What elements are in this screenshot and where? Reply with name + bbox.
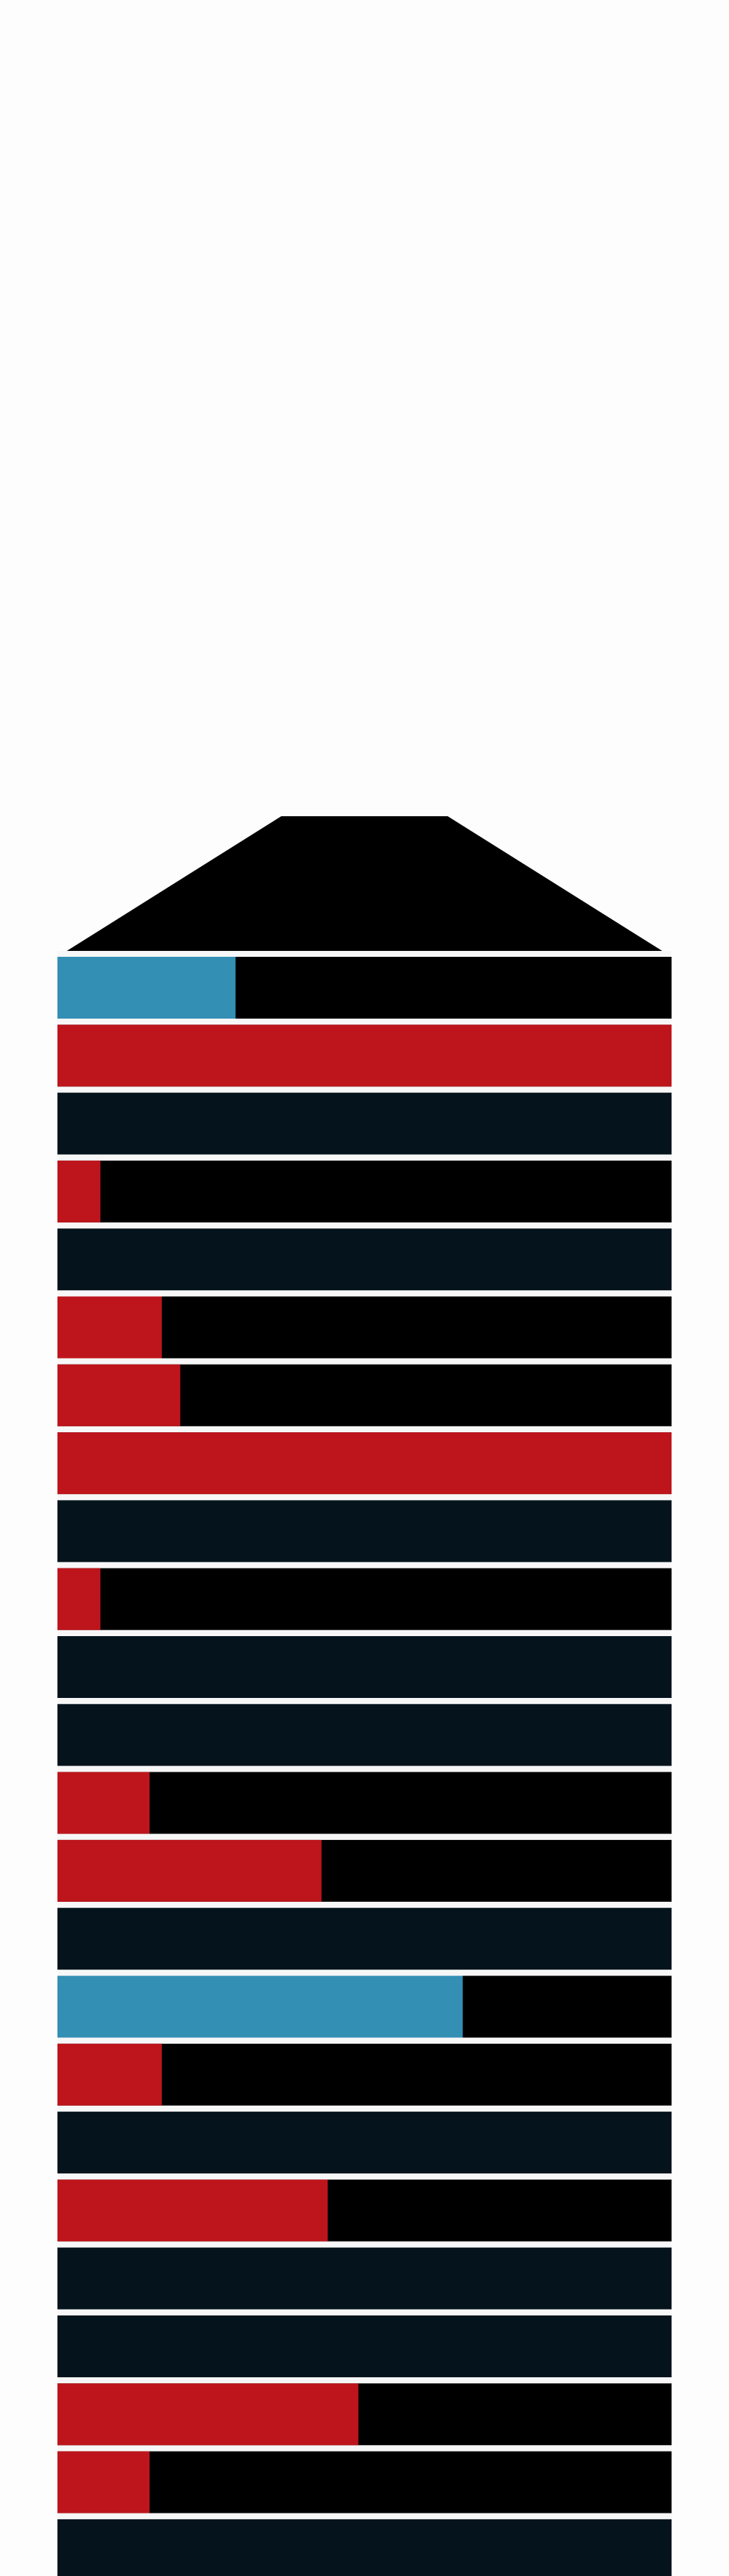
row-separator <box>57 2106 672 2112</box>
bar-segment-active <box>57 1296 162 1359</box>
row-separator <box>57 1290 672 1297</box>
row-separator <box>57 1494 672 1501</box>
row-separator <box>57 1630 672 1636</box>
bar-segment-active <box>57 2179 328 2242</box>
bar-segment-active <box>57 1839 322 1902</box>
row-separator <box>57 2513 672 2519</box>
row-separator <box>57 2377 672 2384</box>
bar-track <box>57 1500 672 1563</box>
tower-cap <box>57 816 672 957</box>
row-separator <box>57 1154 672 1161</box>
bar-segment-active <box>57 1772 150 1834</box>
bar-track <box>57 1160 672 1222</box>
bar-segment-active <box>57 2043 162 2106</box>
bar-track <box>57 2112 672 2174</box>
bar-track <box>57 2315 672 2377</box>
bar-segment-active <box>57 2383 359 2446</box>
row-separator <box>57 1970 672 1976</box>
bar-rows <box>57 951 672 2576</box>
bar-track <box>57 2451 672 2513</box>
bar-segment-highlight <box>57 957 236 1019</box>
bar-track <box>57 2519 672 2576</box>
row-separator <box>57 951 672 957</box>
row-separator <box>57 1698 672 1705</box>
row-separator <box>57 1426 672 1433</box>
bar-segment-active <box>57 1568 101 1630</box>
bar-track <box>57 1568 672 1630</box>
row-separator <box>57 1833 672 1840</box>
row-separator <box>57 2037 672 2044</box>
bar-segment-active <box>57 1025 672 1087</box>
row-separator <box>57 1358 672 1365</box>
bar-segment-active <box>57 1160 101 1222</box>
row-separator <box>57 1019 672 1025</box>
bar-track <box>57 1092 672 1155</box>
row-separator <box>57 2445 672 2452</box>
row-separator <box>57 1766 672 1772</box>
row-separator <box>57 2173 672 2180</box>
bar-track <box>57 1228 672 1291</box>
row-separator <box>57 2310 672 2315</box>
bar-segment-active <box>57 1432 672 1495</box>
bar-track <box>57 2247 672 2310</box>
bar-track <box>57 1772 672 1834</box>
bar-segment-highlight <box>57 1975 463 2038</box>
bar-segment-active <box>57 1364 180 1426</box>
bar-track <box>57 1704 672 1766</box>
row-separator <box>57 1902 672 1908</box>
bar-track <box>57 1908 672 1970</box>
row-separator <box>57 1086 672 1093</box>
bar-track <box>57 1636 672 1698</box>
row-separator <box>57 2241 672 2248</box>
row-separator <box>57 1562 672 1568</box>
row-separator <box>57 1222 672 1229</box>
bar-segment-active <box>57 2451 150 2513</box>
